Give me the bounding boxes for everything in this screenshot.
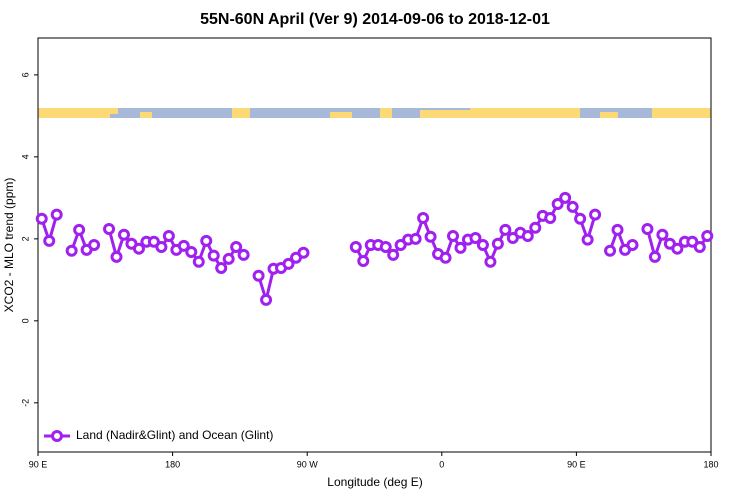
data-point [656,228,669,241]
data-point [230,241,243,254]
data-point [237,248,250,261]
chart-title: 55N-60N April (Ver 9) 2014-09-06 to 2018… [200,11,550,28]
data-point [566,200,579,213]
map-strip [38,108,711,118]
x-tick-label: 90 E [29,459,48,469]
data-point [454,241,467,254]
x-axis-label: Longitude (deg E) [327,475,422,489]
data-point [641,223,654,236]
data-point [611,223,624,236]
data-point [88,239,101,251]
data-point [574,212,587,225]
data-point [671,242,684,255]
data-point [252,269,265,282]
data-point [551,198,564,211]
y-tick-label: 4 [20,154,30,159]
legend-marker [51,430,63,442]
data-point [439,251,452,264]
data-point [222,252,235,265]
data-point [693,241,706,254]
data-point [521,229,534,242]
data-point [200,234,213,247]
x-tick-label: 90 W [297,459,319,469]
x-tick-label: 180 [703,459,718,469]
data-point [357,254,370,267]
data-point [686,235,699,248]
data-point [379,241,392,254]
data-point [177,239,190,252]
data-point [103,223,116,236]
data-point [626,239,639,251]
data-point [282,257,295,270]
data-point [185,245,198,258]
data-point [73,223,86,236]
data-point [162,229,175,242]
data-point [506,232,519,245]
x-tick-label: 0 [439,459,444,469]
data-point [147,235,160,248]
data-point [417,211,430,224]
y-tick-label: -2 [20,399,30,407]
data-point [648,250,661,263]
data-point [499,223,512,236]
y-tick-label: 0 [20,318,30,323]
data-point [35,212,48,225]
data-point [529,221,542,234]
data-point [65,244,78,257]
x-tick-label: 180 [165,459,180,469]
legend-label: Land (Nadir&Glint) and Ocean (Glint) [76,428,273,442]
data-point [215,261,228,274]
data-point [117,228,130,241]
x-tick-label: 90 E [567,459,586,469]
data-point [110,250,123,263]
data-point [469,232,482,245]
data-point [394,239,407,251]
data-point [476,239,489,251]
data-point [50,208,63,221]
data-point [424,230,437,243]
data-point [387,248,400,261]
y-axis-label: XCO2 - MLO trend (ppm) [2,178,16,313]
data-point [559,191,572,204]
data-point [155,241,168,254]
data-point [349,241,362,254]
data-point [581,233,594,246]
data-point [297,246,310,259]
data-point [544,211,557,224]
y-tick-label: 2 [20,236,30,241]
data-point [484,255,497,268]
data-point [132,242,145,255]
y-tick-label: 6 [20,72,30,77]
data-point [701,229,714,242]
data-point [604,244,617,257]
data-point [43,234,56,247]
data-point [447,229,460,242]
data-point [409,232,422,245]
data-point [260,293,273,306]
data-point [589,208,602,221]
data-point [207,249,220,262]
data-point [192,255,205,268]
plot-frame [37,37,712,453]
data-point [491,237,504,250]
